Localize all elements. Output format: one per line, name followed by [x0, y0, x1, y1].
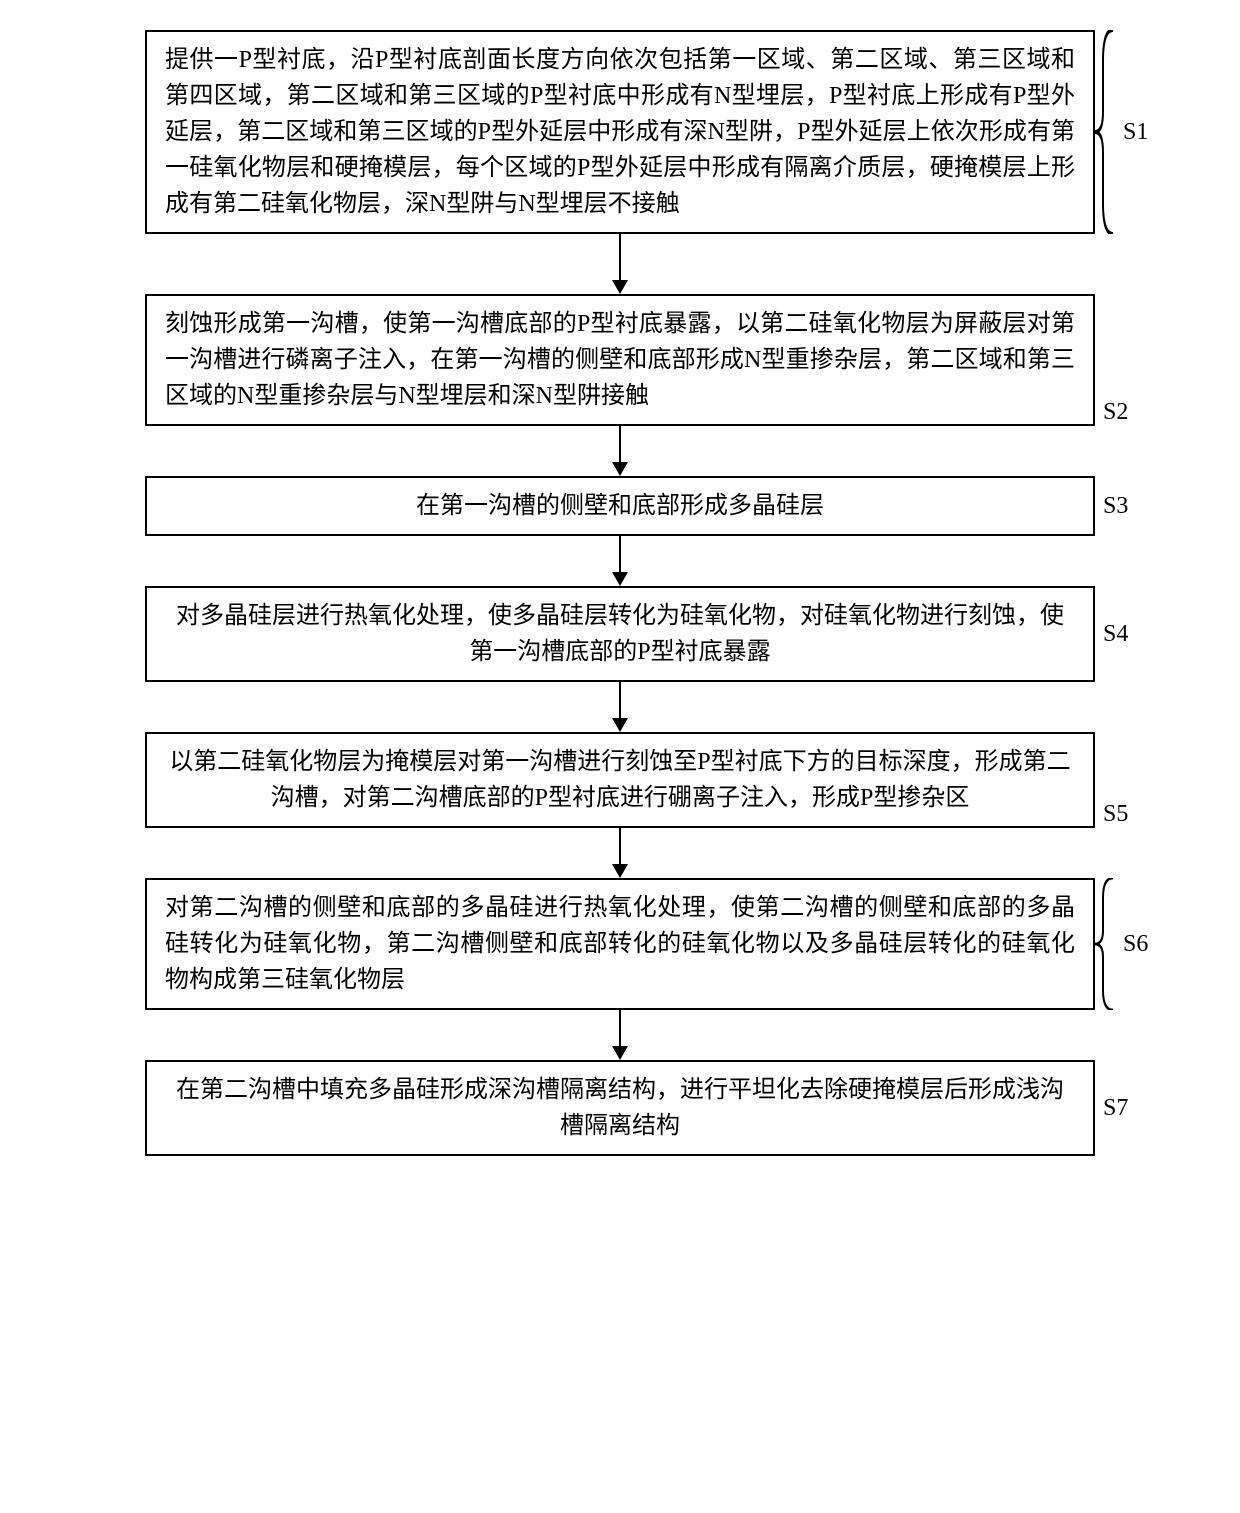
step-box-s7: 在第二沟槽中填充多晶硅形成深沟槽隔离结构，进行平坦化去除硬掩模层后形成浅沟槽隔离… — [145, 1060, 1095, 1156]
step-label-s4: S4 — [1103, 621, 1153, 648]
step-row-s2: 刻蚀形成第一沟槽，使第一沟槽底部的P型衬底暴露，以第二硅氧化物层为屏蔽层对第一沟… — [40, 294, 1200, 426]
step-box-s5: 以第二硅氧化物层为掩模层对第一沟槽进行刻蚀至P型衬底下方的目标深度，形成第二沟槽… — [145, 732, 1095, 828]
step-label-s3: S3 — [1103, 493, 1153, 520]
arrow-down-icon — [612, 828, 628, 878]
step-label-s2: S2 — [1103, 399, 1153, 426]
arrow-down-icon — [612, 234, 628, 294]
brace-icon — [1095, 878, 1115, 1010]
arrow-down-icon — [612, 536, 628, 586]
step-box-s1: 提供一P型衬底，沿P型衬底剖面长度方向依次包括第一区域、第二区域、第三区域和第四… — [145, 30, 1095, 234]
step-label-s1: S1 — [1123, 119, 1173, 146]
arrow-down-icon — [612, 682, 628, 732]
step-row-s4: 对多晶硅层进行热氧化处理，使多晶硅层转化为硅氧化物，对硅氧化物进行刻蚀，使第一沟… — [40, 586, 1200, 682]
step-row-s7: 在第二沟槽中填充多晶硅形成深沟槽隔离结构，进行平坦化去除硬掩模层后形成浅沟槽隔离… — [40, 1060, 1200, 1156]
step-label-s5: S5 — [1103, 801, 1153, 828]
step-box-s3: 在第一沟槽的侧壁和底部形成多晶硅层 — [145, 476, 1095, 536]
step-row-s5: 以第二硅氧化物层为掩模层对第一沟槽进行刻蚀至P型衬底下方的目标深度，形成第二沟槽… — [40, 732, 1200, 828]
arrow-down-icon — [612, 1010, 628, 1060]
step-box-s6: 对第二沟槽的侧壁和底部的多晶硅进行热氧化处理，使第二沟槽的侧壁和底部的多晶硅转化… — [145, 878, 1095, 1010]
step-box-s4: 对多晶硅层进行热氧化处理，使多晶硅层转化为硅氧化物，对硅氧化物进行刻蚀，使第一沟… — [145, 586, 1095, 682]
step-box-s2: 刻蚀形成第一沟槽，使第一沟槽底部的P型衬底暴露，以第二硅氧化物层为屏蔽层对第一沟… — [145, 294, 1095, 426]
step-label-s7: S7 — [1103, 1095, 1153, 1122]
step-label-s6: S6 — [1123, 931, 1173, 958]
brace-icon — [1095, 30, 1115, 234]
flowchart: 提供一P型衬底，沿P型衬底剖面长度方向依次包括第一区域、第二区域、第三区域和第四… — [40, 30, 1200, 1156]
step-row-s1: 提供一P型衬底，沿P型衬底剖面长度方向依次包括第一区域、第二区域、第三区域和第四… — [40, 30, 1200, 234]
step-row-s3: 在第一沟槽的侧壁和底部形成多晶硅层 S3 — [40, 476, 1200, 536]
arrow-down-icon — [612, 426, 628, 476]
step-row-s6: 对第二沟槽的侧壁和底部的多晶硅进行热氧化处理，使第二沟槽的侧壁和底部的多晶硅转化… — [40, 878, 1200, 1010]
